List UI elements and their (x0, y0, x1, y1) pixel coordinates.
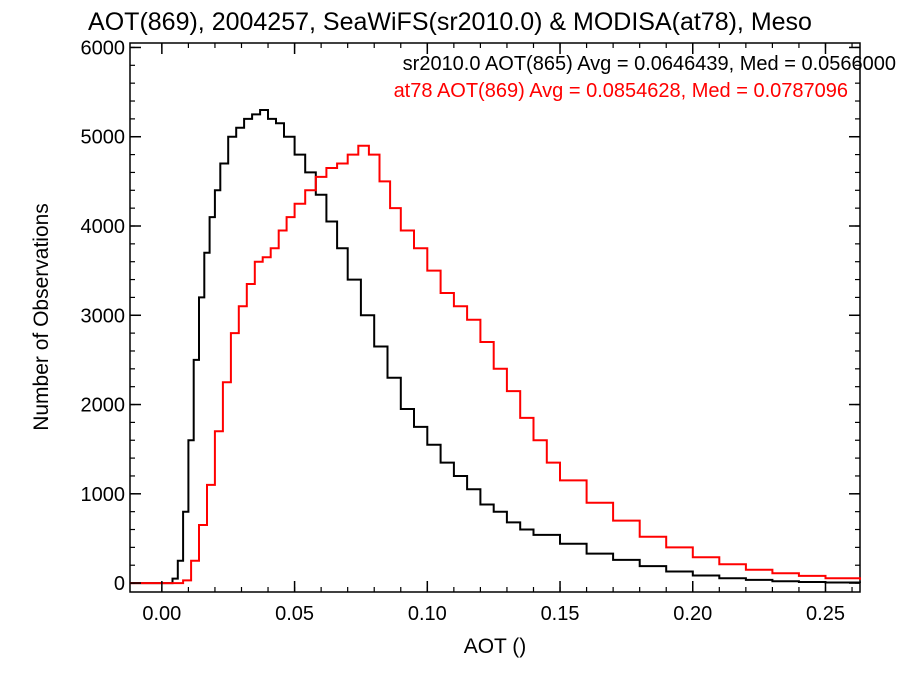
x-tick-label: 0.20 (673, 603, 712, 625)
histogram-series-1 (130, 109, 861, 585)
y-tick-label: 6000 (81, 37, 126, 59)
x-tick-label: 0.15 (541, 603, 580, 625)
x-tick-label: 0.05 (275, 603, 314, 625)
y-tick-label: 0 (114, 573, 125, 595)
y-tick-label: 5000 (81, 127, 126, 149)
y-tick-label: 4000 (81, 216, 126, 238)
histogram-series-2 (130, 144, 861, 585)
y-axis-label: Number of Observations (30, 203, 53, 431)
stats-annotation-sr2010: sr2010.0 AOT(865) Avg = 0.0646439, Med =… (403, 53, 896, 75)
x-tick-label: 0.10 (408, 603, 447, 625)
y-tick-label: 2000 (81, 395, 126, 417)
plot-frame (129, 42, 861, 593)
x-tick-label: 0.00 (142, 603, 181, 625)
x-tick-label: 0.25 (806, 603, 845, 625)
y-tick-label: 1000 (81, 484, 126, 506)
chart-title: AOT(869), 2004257, SeaWiFS(sr2010.0) & M… (88, 8, 812, 36)
y-tick-label: 3000 (81, 305, 126, 327)
stats-annotation-at78: at78 AOT(869) Avg = 0.0854628, Med = 0.0… (394, 80, 848, 102)
x-axis-label: AOT () (464, 635, 527, 658)
